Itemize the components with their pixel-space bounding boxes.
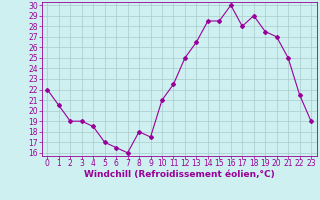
X-axis label: Windchill (Refroidissement éolien,°C): Windchill (Refroidissement éolien,°C) xyxy=(84,170,275,179)
